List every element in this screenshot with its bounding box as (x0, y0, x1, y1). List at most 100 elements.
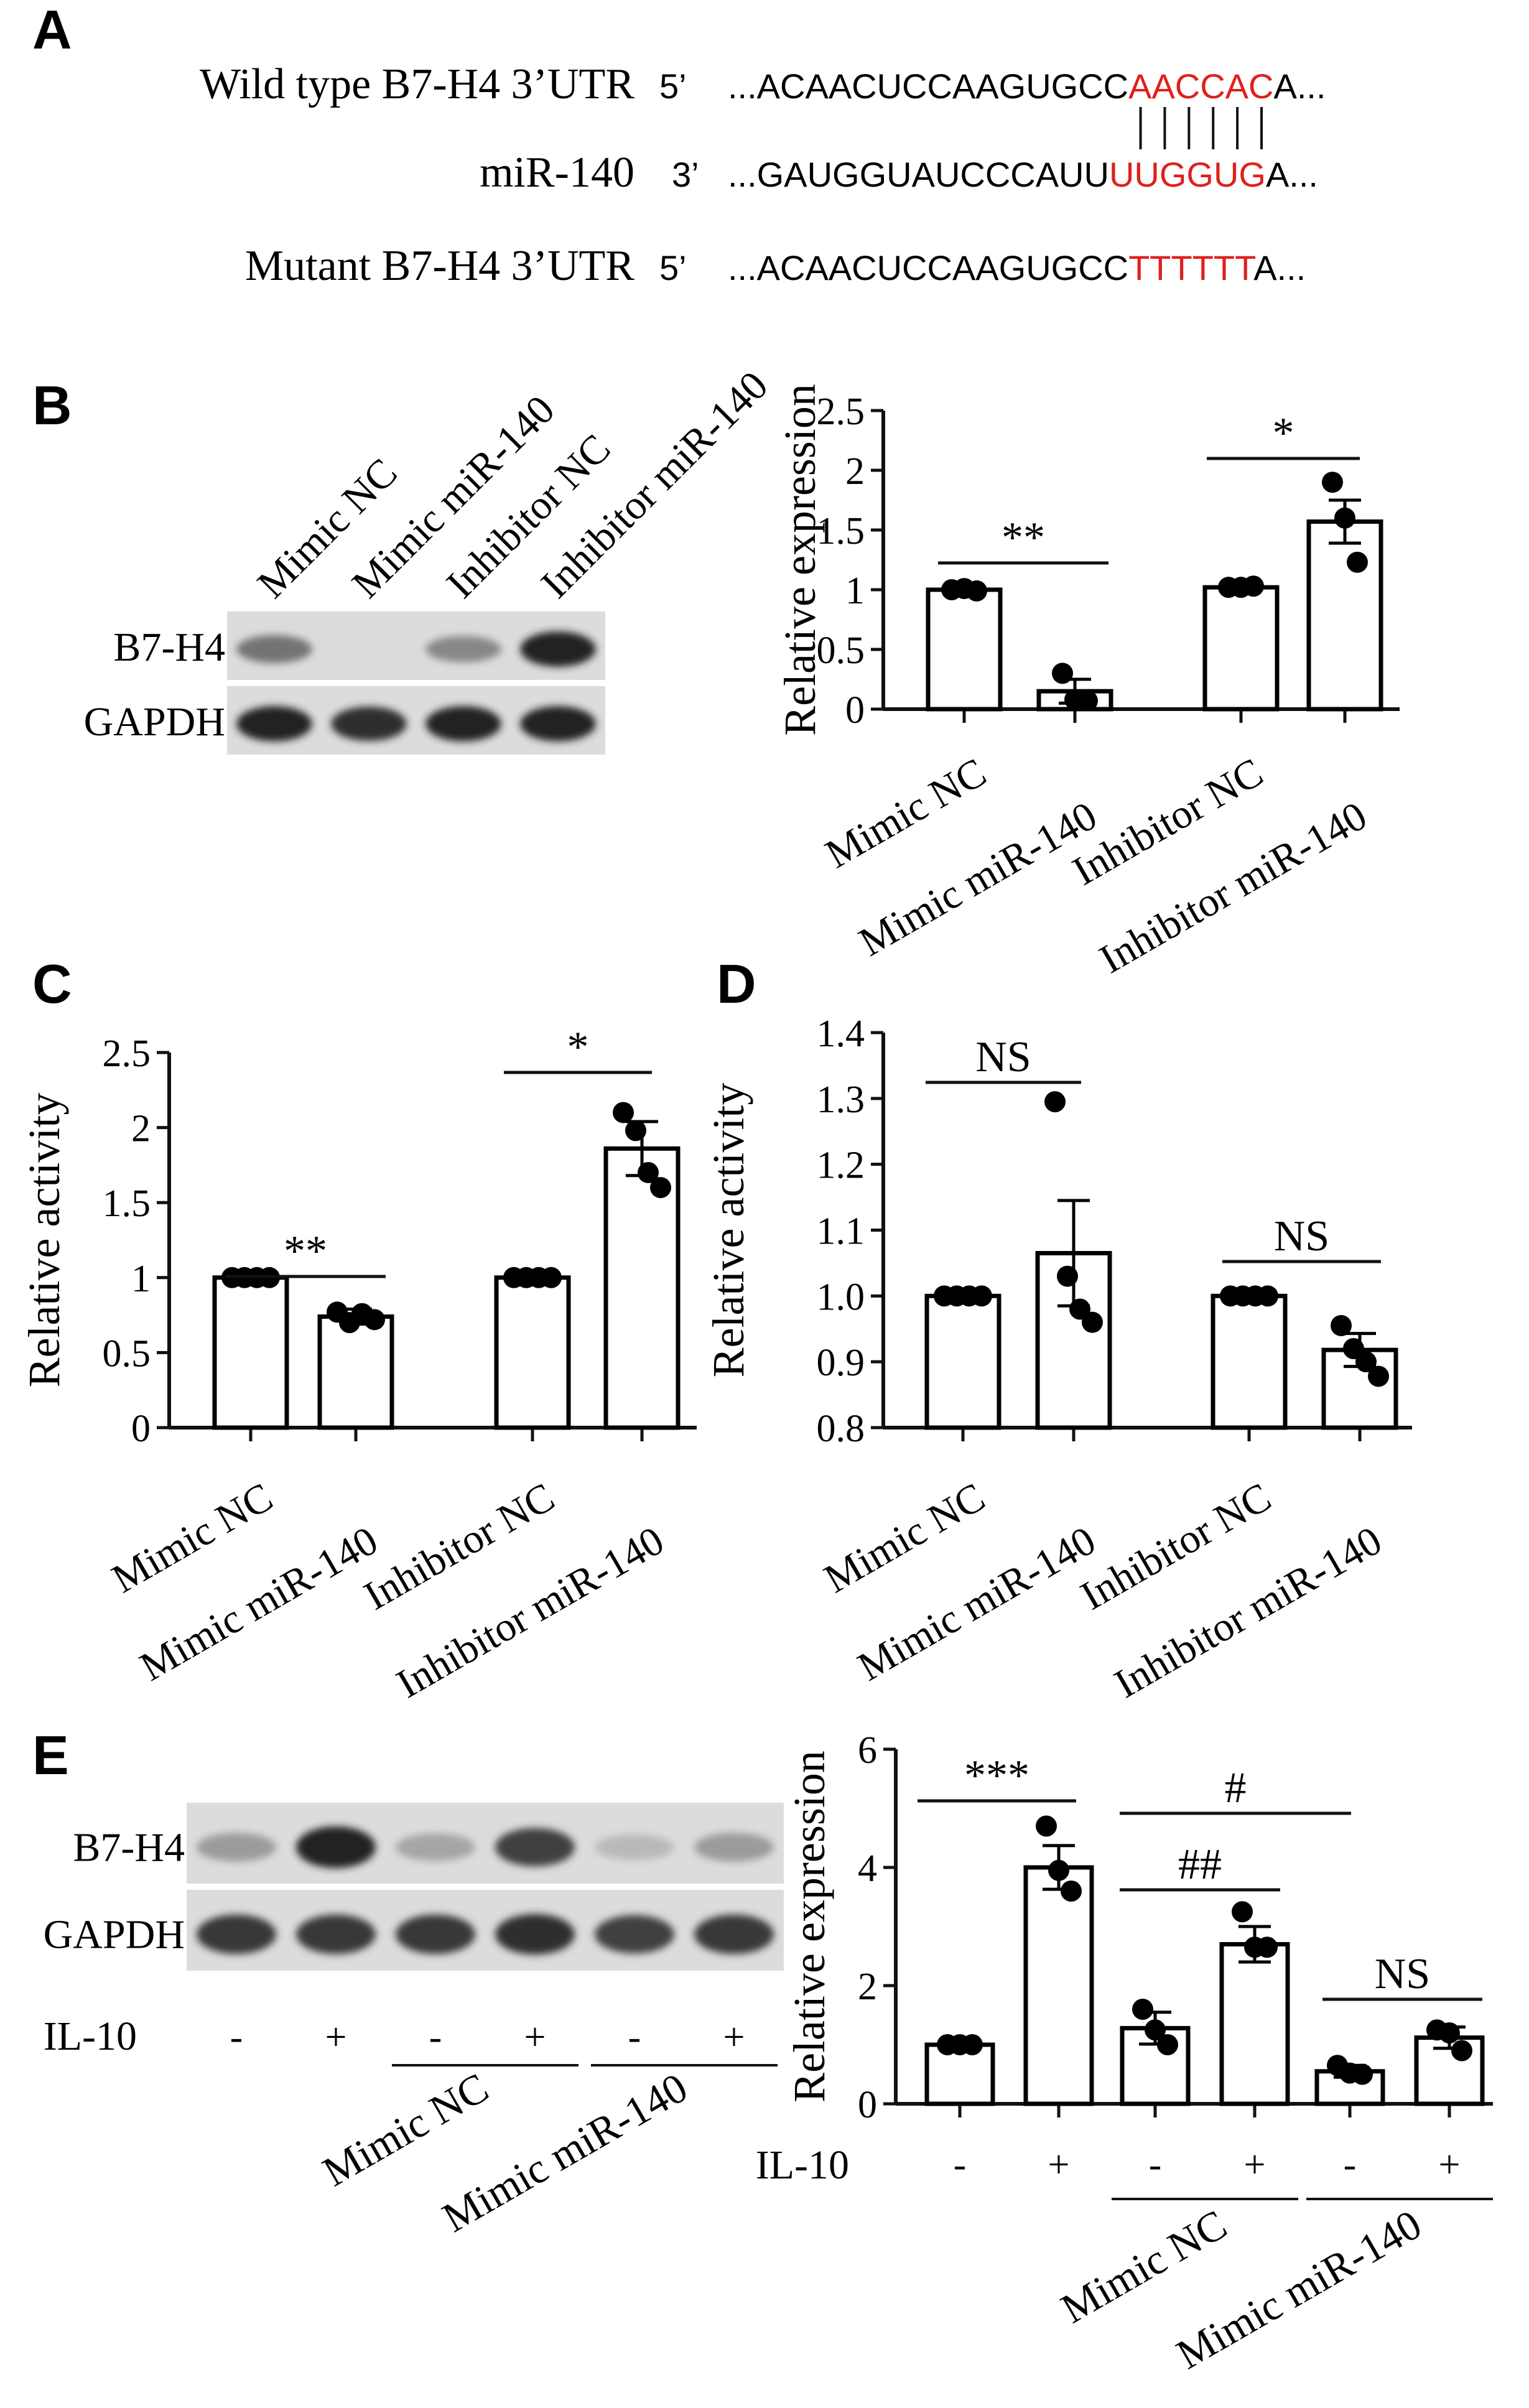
x-tick-label: Mimic NC (818, 750, 994, 877)
data-point (1145, 2019, 1166, 2041)
data-point (1052, 662, 1073, 684)
bar (1306, 519, 1383, 712)
significance-label: * (567, 1023, 589, 1071)
data-point (638, 1161, 659, 1183)
blot-sign: + (325, 2016, 347, 2058)
data-point (1368, 1365, 1389, 1387)
x-treatment-label: IL-10 (756, 2142, 849, 2188)
sequence-end-mutant: 5’ (659, 248, 687, 287)
data-point (1257, 1936, 1278, 1958)
y-axis-label: Relative expression (784, 1750, 834, 2103)
y-tick-label: 0 (845, 689, 865, 732)
sequence-mir140: ...GAUGGUAUCCCAUUUUGGUGA... (728, 155, 1318, 194)
blot-row-label: B7-H4 (113, 625, 225, 670)
blot-band (236, 635, 312, 664)
y-axis-label: Relative activity (19, 1093, 69, 1388)
y-tick-label: 0.5 (103, 1332, 151, 1375)
y-tick-label: 0.5 (817, 630, 865, 672)
sequence-name-wild-type: Wild type B7-H4 3’UTR (200, 60, 634, 108)
data-point (1036, 1815, 1057, 1837)
blot-band (296, 1826, 376, 1868)
blot-row-label: GAPDH (44, 1912, 185, 1958)
data-point (966, 580, 987, 602)
data-point (1082, 1311, 1103, 1333)
blot-band (197, 1833, 276, 1862)
significance-label: # (1225, 1764, 1247, 1812)
data-point (650, 1177, 671, 1199)
blot-sign: + (723, 2016, 745, 2058)
blot-sign: - (230, 2016, 243, 2058)
significance-label: NS (1274, 1212, 1329, 1260)
sequence-end-wild-type: 5’ (659, 67, 687, 106)
blot-band (396, 1914, 475, 1955)
blot-row-label: GAPDH (84, 699, 225, 745)
sequence-alignment: Wild type B7-H4 3’UTR 5’ ...ACAACUCCAAGU… (200, 60, 1326, 290)
data-point (364, 1309, 385, 1331)
data-point (1331, 1314, 1352, 1336)
y-tick-label: 1.0 (817, 1276, 865, 1318)
bar-chart-e: 0 2 4 6 Relative expression *** ### NS IL-10 - + - +… (756, 1729, 1493, 2378)
blot-strip (187, 1803, 784, 1884)
blot-strip (187, 1890, 784, 1971)
significance-label: * (1273, 409, 1294, 457)
group-label: Mimic NC (315, 2063, 496, 2195)
significance-label: ## (1178, 1841, 1222, 1889)
bar (924, 1293, 1002, 1430)
bar (1023, 1865, 1094, 2106)
y-axis-label: Relative expression (775, 384, 825, 736)
blot-band (396, 1833, 475, 1861)
y-tick-label: 1.5 (817, 510, 865, 552)
blot-band (425, 636, 501, 662)
x-tick-label: - (954, 2144, 967, 2186)
data-point (1243, 575, 1264, 597)
blot-sign: + (524, 2016, 546, 2058)
panel-label-b: B (32, 374, 72, 436)
blot-band (520, 706, 596, 741)
sequence-end-mir140: 3’ (672, 155, 699, 194)
bar (1211, 1293, 1288, 1430)
x-tick-label: - (1149, 2144, 1162, 2186)
blot-band (425, 706, 501, 741)
data-point (625, 1120, 646, 1141)
data-point (1439, 2022, 1460, 2043)
bar (494, 1275, 571, 1430)
y-tick-label: 0 (858, 2084, 877, 2126)
panel-label-c: C (32, 953, 72, 1015)
y-tick-label: 0.8 (817, 1408, 865, 1450)
panel-label-a: A (32, 0, 72, 60)
significance-label: ** (1002, 514, 1045, 562)
y-tick-label: 1.5 (103, 1183, 151, 1225)
blot-sign: - (429, 2016, 442, 2058)
data-point (541, 1267, 562, 1288)
sequence-wild-type: ...ACAACUCCAAGUGCCAACCACA... (728, 67, 1326, 106)
data-point (1048, 1859, 1069, 1881)
data-point (1257, 1285, 1278, 1307)
blot-band (520, 631, 596, 667)
bar (1219, 1942, 1290, 2106)
y-tick-label: 1 (131, 1258, 151, 1300)
y-tick-label: 2 (845, 450, 865, 493)
data-point (1232, 1901, 1253, 1923)
blot-band (595, 1834, 674, 1861)
data-point (1077, 690, 1098, 712)
x-tick-label: + (1244, 2144, 1266, 2186)
blot-band (694, 1914, 774, 1955)
sequence-mutant: ...ACAACUCCAAGUGCCTTTTTTA... (728, 248, 1306, 287)
y-tick-label: 1.4 (817, 1013, 865, 1055)
panel-label-e: E (32, 1724, 69, 1786)
sequence-name-mir140: miR-140 (480, 149, 634, 197)
blot-band (236, 706, 312, 741)
data-point (1343, 1338, 1364, 1359)
significance-label: *** (964, 1752, 1029, 1800)
data-point (1322, 472, 1343, 493)
data-point (1355, 1351, 1377, 1373)
y-tick-label: 1 (845, 570, 865, 612)
blot-band (296, 1914, 376, 1955)
significance-label: NS (975, 1033, 1031, 1081)
y-tick-label: 0 (131, 1408, 151, 1450)
